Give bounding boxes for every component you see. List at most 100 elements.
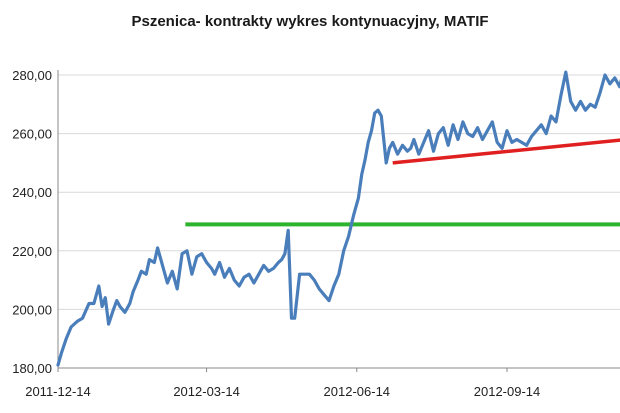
data-point — [124, 311, 126, 314]
data-point — [604, 74, 606, 76]
data-point — [569, 100, 572, 103]
x-tick-label: 2012-09-14 — [474, 384, 541, 399]
data-point — [614, 77, 616, 79]
data-point — [486, 129, 489, 132]
data-point — [116, 299, 118, 302]
data-point — [401, 144, 404, 147]
price-series-line — [56, 70, 620, 367]
data-point — [467, 132, 469, 135]
data-point — [258, 273, 260, 276]
data-point — [101, 305, 103, 308]
axis-layer — [57, 70, 620, 372]
tick-label-layer: 180,00 200,00 220,00 240,00 260,00 280,00 2011… — [12, 68, 541, 399]
data-point — [452, 124, 454, 126]
data-point — [476, 126, 479, 129]
data-point — [594, 106, 596, 108]
data-point — [129, 302, 131, 305]
data-point — [437, 132, 440, 135]
x-tick-label: 2011-12-14 — [25, 384, 91, 399]
data-point — [373, 112, 376, 114]
data-point — [535, 129, 538, 132]
data-point — [233, 279, 236, 281]
data-point — [589, 103, 592, 106]
data-point — [516, 138, 518, 141]
data-point — [457, 138, 459, 141]
data-point — [238, 285, 240, 287]
data-point — [176, 288, 178, 290]
grid-layer — [58, 74, 620, 369]
data-point — [107, 323, 110, 325]
data-point — [223, 276, 226, 279]
data-point — [364, 159, 366, 161]
data-point — [104, 296, 107, 299]
data-point — [293, 317, 296, 320]
data-point — [287, 229, 290, 232]
data-point — [481, 138, 484, 141]
data-point — [584, 109, 587, 111]
data-point — [447, 144, 450, 147]
data-point — [422, 141, 425, 144]
data-point — [205, 261, 208, 264]
data-point — [196, 255, 198, 258]
data-point — [65, 337, 67, 340]
data-point — [506, 129, 508, 132]
data-point — [565, 71, 567, 73]
data-point — [313, 279, 316, 281]
data-point — [388, 147, 391, 150]
data-point — [520, 141, 523, 144]
data-point — [272, 267, 275, 270]
data-point — [609, 83, 611, 85]
data-point — [555, 121, 557, 123]
data-point — [377, 109, 379, 111]
chart-title: Pszenica- kontrakty wykres kontynuacyjny… — [131, 13, 489, 30]
data-point — [323, 294, 325, 296]
data-point — [60, 352, 63, 355]
data-point — [491, 121, 494, 123]
data-point — [318, 288, 321, 290]
data-point — [530, 135, 533, 138]
data-point — [550, 115, 552, 117]
y-tick-label: 240,00 — [12, 185, 52, 200]
data-point — [396, 153, 399, 155]
data-point — [132, 291, 134, 293]
data-point — [277, 261, 280, 264]
data-point — [145, 273, 147, 276]
data-point — [391, 141, 394, 144]
data-point — [210, 267, 213, 270]
data-point — [370, 129, 373, 132]
data-point — [191, 273, 193, 276]
data-point — [200, 252, 203, 255]
data-point — [511, 141, 513, 144]
data-point — [76, 320, 79, 322]
data-point — [284, 252, 286, 255]
data-point — [380, 115, 383, 117]
data-point — [81, 317, 84, 320]
data-point — [347, 235, 350, 237]
data-point — [579, 100, 582, 103]
data-point — [181, 252, 183, 255]
data-point — [406, 150, 409, 152]
data-point — [280, 258, 283, 261]
data-point — [462, 121, 464, 123]
data-point — [112, 308, 115, 311]
data-point — [243, 276, 245, 279]
data-point — [540, 124, 543, 126]
data-point — [267, 270, 270, 273]
data-point — [409, 147, 412, 150]
data-point — [140, 270, 143, 273]
data-point — [560, 94, 562, 97]
data-point — [218, 261, 221, 264]
data-point — [308, 273, 311, 276]
data-point — [148, 258, 151, 261]
data-point — [525, 144, 528, 147]
data-point — [156, 247, 159, 249]
data-point — [367, 141, 370, 144]
y-tick-label: 220,00 — [12, 244, 52, 259]
data-point — [70, 326, 72, 328]
data-point — [171, 270, 174, 273]
data-point — [413, 138, 415, 141]
data-point — [501, 147, 503, 150]
annotation-layer — [185, 138, 620, 227]
data-point — [213, 273, 216, 276]
data-point — [385, 162, 388, 164]
